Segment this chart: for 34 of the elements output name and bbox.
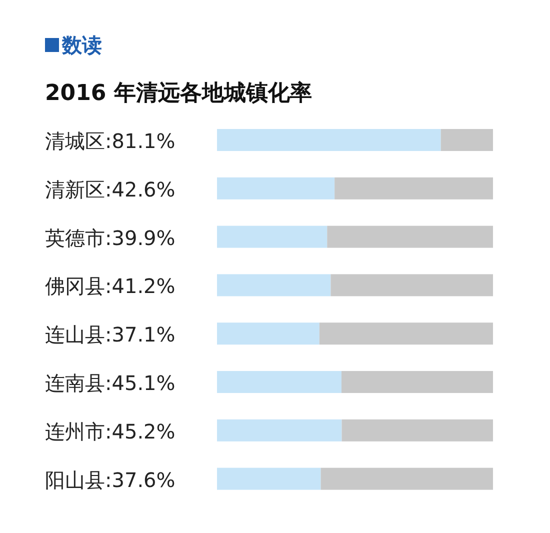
bar: [217, 419, 342, 442]
chart-title: 数读: [61, 33, 102, 57]
y-tick-label: 佛冈县: [45, 274, 105, 298]
bar: [342, 419, 493, 442]
bar: [217, 322, 320, 345]
y-tick-label: 阳山县: [45, 468, 105, 492]
data-label: :37.6%: [105, 468, 176, 492]
bar: [217, 129, 441, 151]
bar: [319, 322, 493, 345]
bar: [440, 129, 493, 151]
y-tick-label: 连山县: [45, 322, 105, 347]
data-label: :37.1%: [105, 322, 176, 347]
y-tick-label: 清新区: [45, 177, 105, 202]
data-label: :41.2%: [105, 274, 176, 298]
bar: [327, 226, 493, 248]
y-tick-label: 英德市: [45, 226, 105, 250]
bar: [341, 371, 493, 393]
data-label: :42.6%: [105, 177, 176, 202]
bar: [334, 177, 493, 200]
y-tick-label: 清城区: [45, 129, 105, 153]
y-tick-label: 连州市: [45, 419, 105, 444]
bar: [330, 274, 493, 296]
chart-subtitle: 2016 年清远各地城镇化率: [45, 80, 312, 106]
data-label: :45.2%: [105, 419, 176, 444]
data-label: :45.1%: [105, 371, 176, 395]
bar: [217, 226, 328, 248]
bar: [217, 371, 342, 393]
y-tick-label: 连南县: [45, 371, 105, 395]
data-label: :81.1%: [105, 129, 176, 153]
bar: [217, 274, 331, 296]
bar: [217, 468, 321, 490]
bar: [217, 177, 335, 200]
data-label: :39.9%: [105, 226, 176, 250]
bar: [320, 468, 493, 490]
